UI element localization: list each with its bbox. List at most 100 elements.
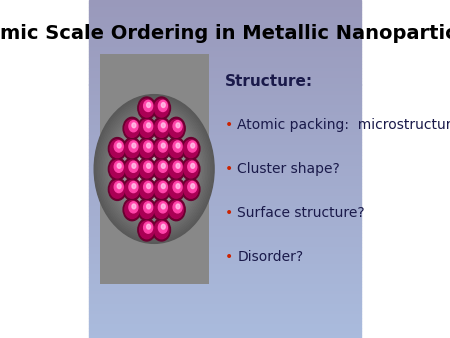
Circle shape [149, 163, 159, 175]
Circle shape [125, 120, 139, 137]
Bar [89, 254, 361, 257]
Circle shape [138, 178, 156, 200]
Bar [89, 274, 361, 277]
Bar [89, 78, 361, 81]
Circle shape [184, 160, 198, 178]
Bar [89, 183, 361, 186]
Bar [89, 172, 361, 176]
Circle shape [125, 201, 139, 218]
Circle shape [129, 121, 138, 132]
Circle shape [154, 180, 169, 198]
Bar [89, 132, 361, 135]
Circle shape [182, 158, 200, 180]
Circle shape [132, 184, 136, 189]
Circle shape [107, 110, 202, 228]
Circle shape [151, 165, 157, 173]
Circle shape [188, 182, 197, 193]
Bar [89, 14, 361, 17]
Bar [89, 318, 361, 321]
Circle shape [123, 198, 141, 221]
Bar [89, 321, 361, 324]
Circle shape [144, 182, 153, 193]
Circle shape [123, 138, 141, 160]
Circle shape [154, 221, 169, 239]
Bar [89, 41, 361, 44]
Bar [89, 314, 361, 318]
Bar [89, 203, 361, 206]
Text: Cluster shape?: Cluster shape? [237, 162, 340, 176]
Bar [89, 287, 361, 291]
Circle shape [191, 184, 195, 189]
Bar [89, 260, 361, 264]
Circle shape [114, 141, 123, 152]
Circle shape [138, 138, 156, 160]
Circle shape [108, 158, 126, 180]
Bar [89, 139, 361, 142]
Circle shape [169, 201, 184, 218]
Bar [89, 216, 361, 220]
Circle shape [102, 104, 207, 234]
Circle shape [158, 182, 167, 193]
Circle shape [167, 198, 185, 221]
Bar [89, 7, 361, 10]
Circle shape [162, 184, 165, 189]
Circle shape [169, 180, 184, 198]
Bar [89, 243, 361, 247]
Circle shape [109, 114, 199, 224]
Bar [89, 213, 361, 216]
Bar [89, 155, 361, 159]
Circle shape [130, 139, 179, 199]
Circle shape [122, 129, 186, 209]
Bar [89, 233, 361, 237]
Bar [89, 230, 361, 233]
Circle shape [144, 202, 153, 213]
Circle shape [129, 161, 138, 172]
Circle shape [167, 138, 185, 160]
Bar [89, 122, 361, 125]
Bar [89, 81, 361, 84]
Circle shape [123, 158, 141, 180]
Circle shape [147, 123, 151, 128]
Bar [89, 68, 361, 71]
Circle shape [125, 140, 139, 158]
Circle shape [110, 140, 125, 158]
Circle shape [123, 131, 185, 207]
Circle shape [117, 123, 191, 215]
Circle shape [173, 182, 182, 193]
Circle shape [176, 164, 180, 168]
Circle shape [173, 161, 182, 172]
Circle shape [176, 184, 180, 189]
Bar [89, 277, 361, 281]
Circle shape [182, 138, 200, 160]
Bar [89, 237, 361, 240]
Circle shape [104, 106, 205, 232]
Circle shape [158, 121, 167, 132]
Circle shape [182, 178, 200, 200]
Bar [89, 98, 361, 101]
Bar [89, 308, 361, 311]
Circle shape [138, 219, 156, 241]
Circle shape [128, 137, 180, 201]
Bar [89, 257, 361, 260]
Bar [89, 128, 361, 132]
Circle shape [129, 141, 138, 152]
Circle shape [117, 143, 121, 148]
Bar [89, 51, 361, 54]
Circle shape [147, 103, 151, 107]
Bar [89, 186, 361, 189]
Bar [89, 71, 361, 74]
Bar [89, 91, 361, 95]
Circle shape [144, 156, 165, 182]
Text: Structure:: Structure: [225, 74, 313, 89]
Circle shape [140, 221, 154, 239]
Circle shape [110, 180, 125, 198]
Circle shape [138, 117, 156, 140]
Circle shape [153, 158, 171, 180]
Bar [89, 74, 361, 78]
Circle shape [173, 202, 182, 213]
Bar [89, 125, 361, 128]
Circle shape [108, 178, 126, 200]
Bar [89, 145, 361, 149]
Circle shape [176, 143, 180, 148]
Bar [89, 189, 361, 193]
